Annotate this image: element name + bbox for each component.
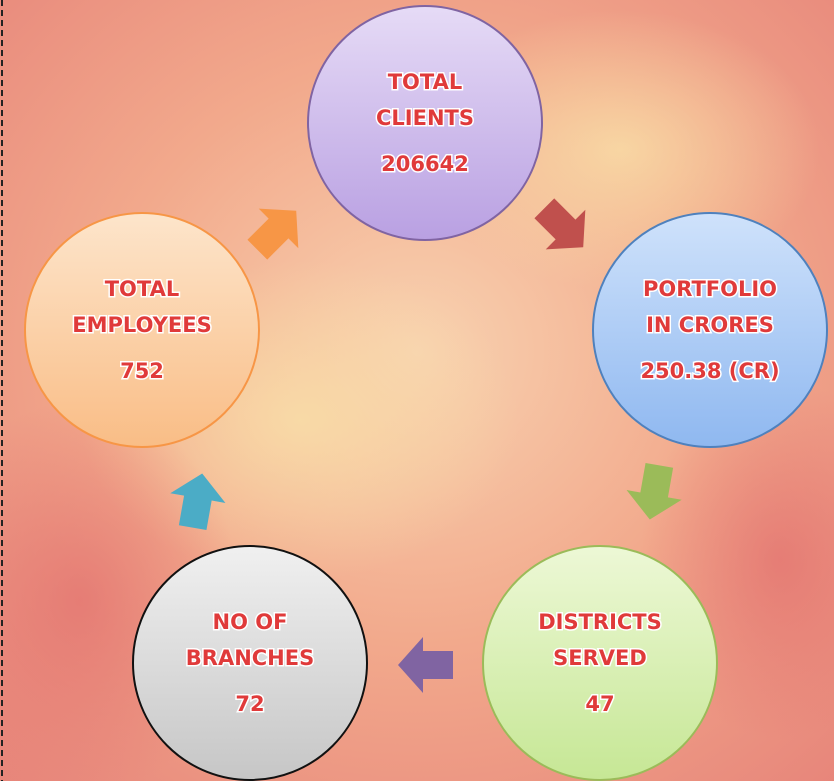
- node-label: IN CRORES: [646, 313, 774, 337]
- node-value: 47: [585, 692, 614, 716]
- node-label: BRANCHES: [186, 646, 314, 670]
- node-value: 250.38 (CR): [640, 359, 779, 383]
- node-label: EMPLOYEES: [72, 313, 211, 337]
- node-label: CLIENTS: [376, 106, 474, 130]
- diagram: TOTAL CLIENTS 206642 PORTFOLIO IN CRORES 250.…: [0, 0, 834, 781]
- node-label: TOTAL: [105, 277, 180, 301]
- node-value: 206642: [381, 152, 469, 176]
- page: TOTAL CLIENTS 206642 PORTFOLIO IN CRORES 250.…: [0, 0, 834, 781]
- node-value: 752: [120, 359, 164, 383]
- node-label: TOTAL: [388, 70, 463, 94]
- node-label: SERVED: [553, 646, 647, 670]
- node-value: 72: [235, 692, 264, 716]
- node-label: NO OF: [213, 610, 288, 634]
- node-label: PORTFOLIO: [643, 277, 777, 301]
- node-label: DISTRICTS: [538, 610, 662, 634]
